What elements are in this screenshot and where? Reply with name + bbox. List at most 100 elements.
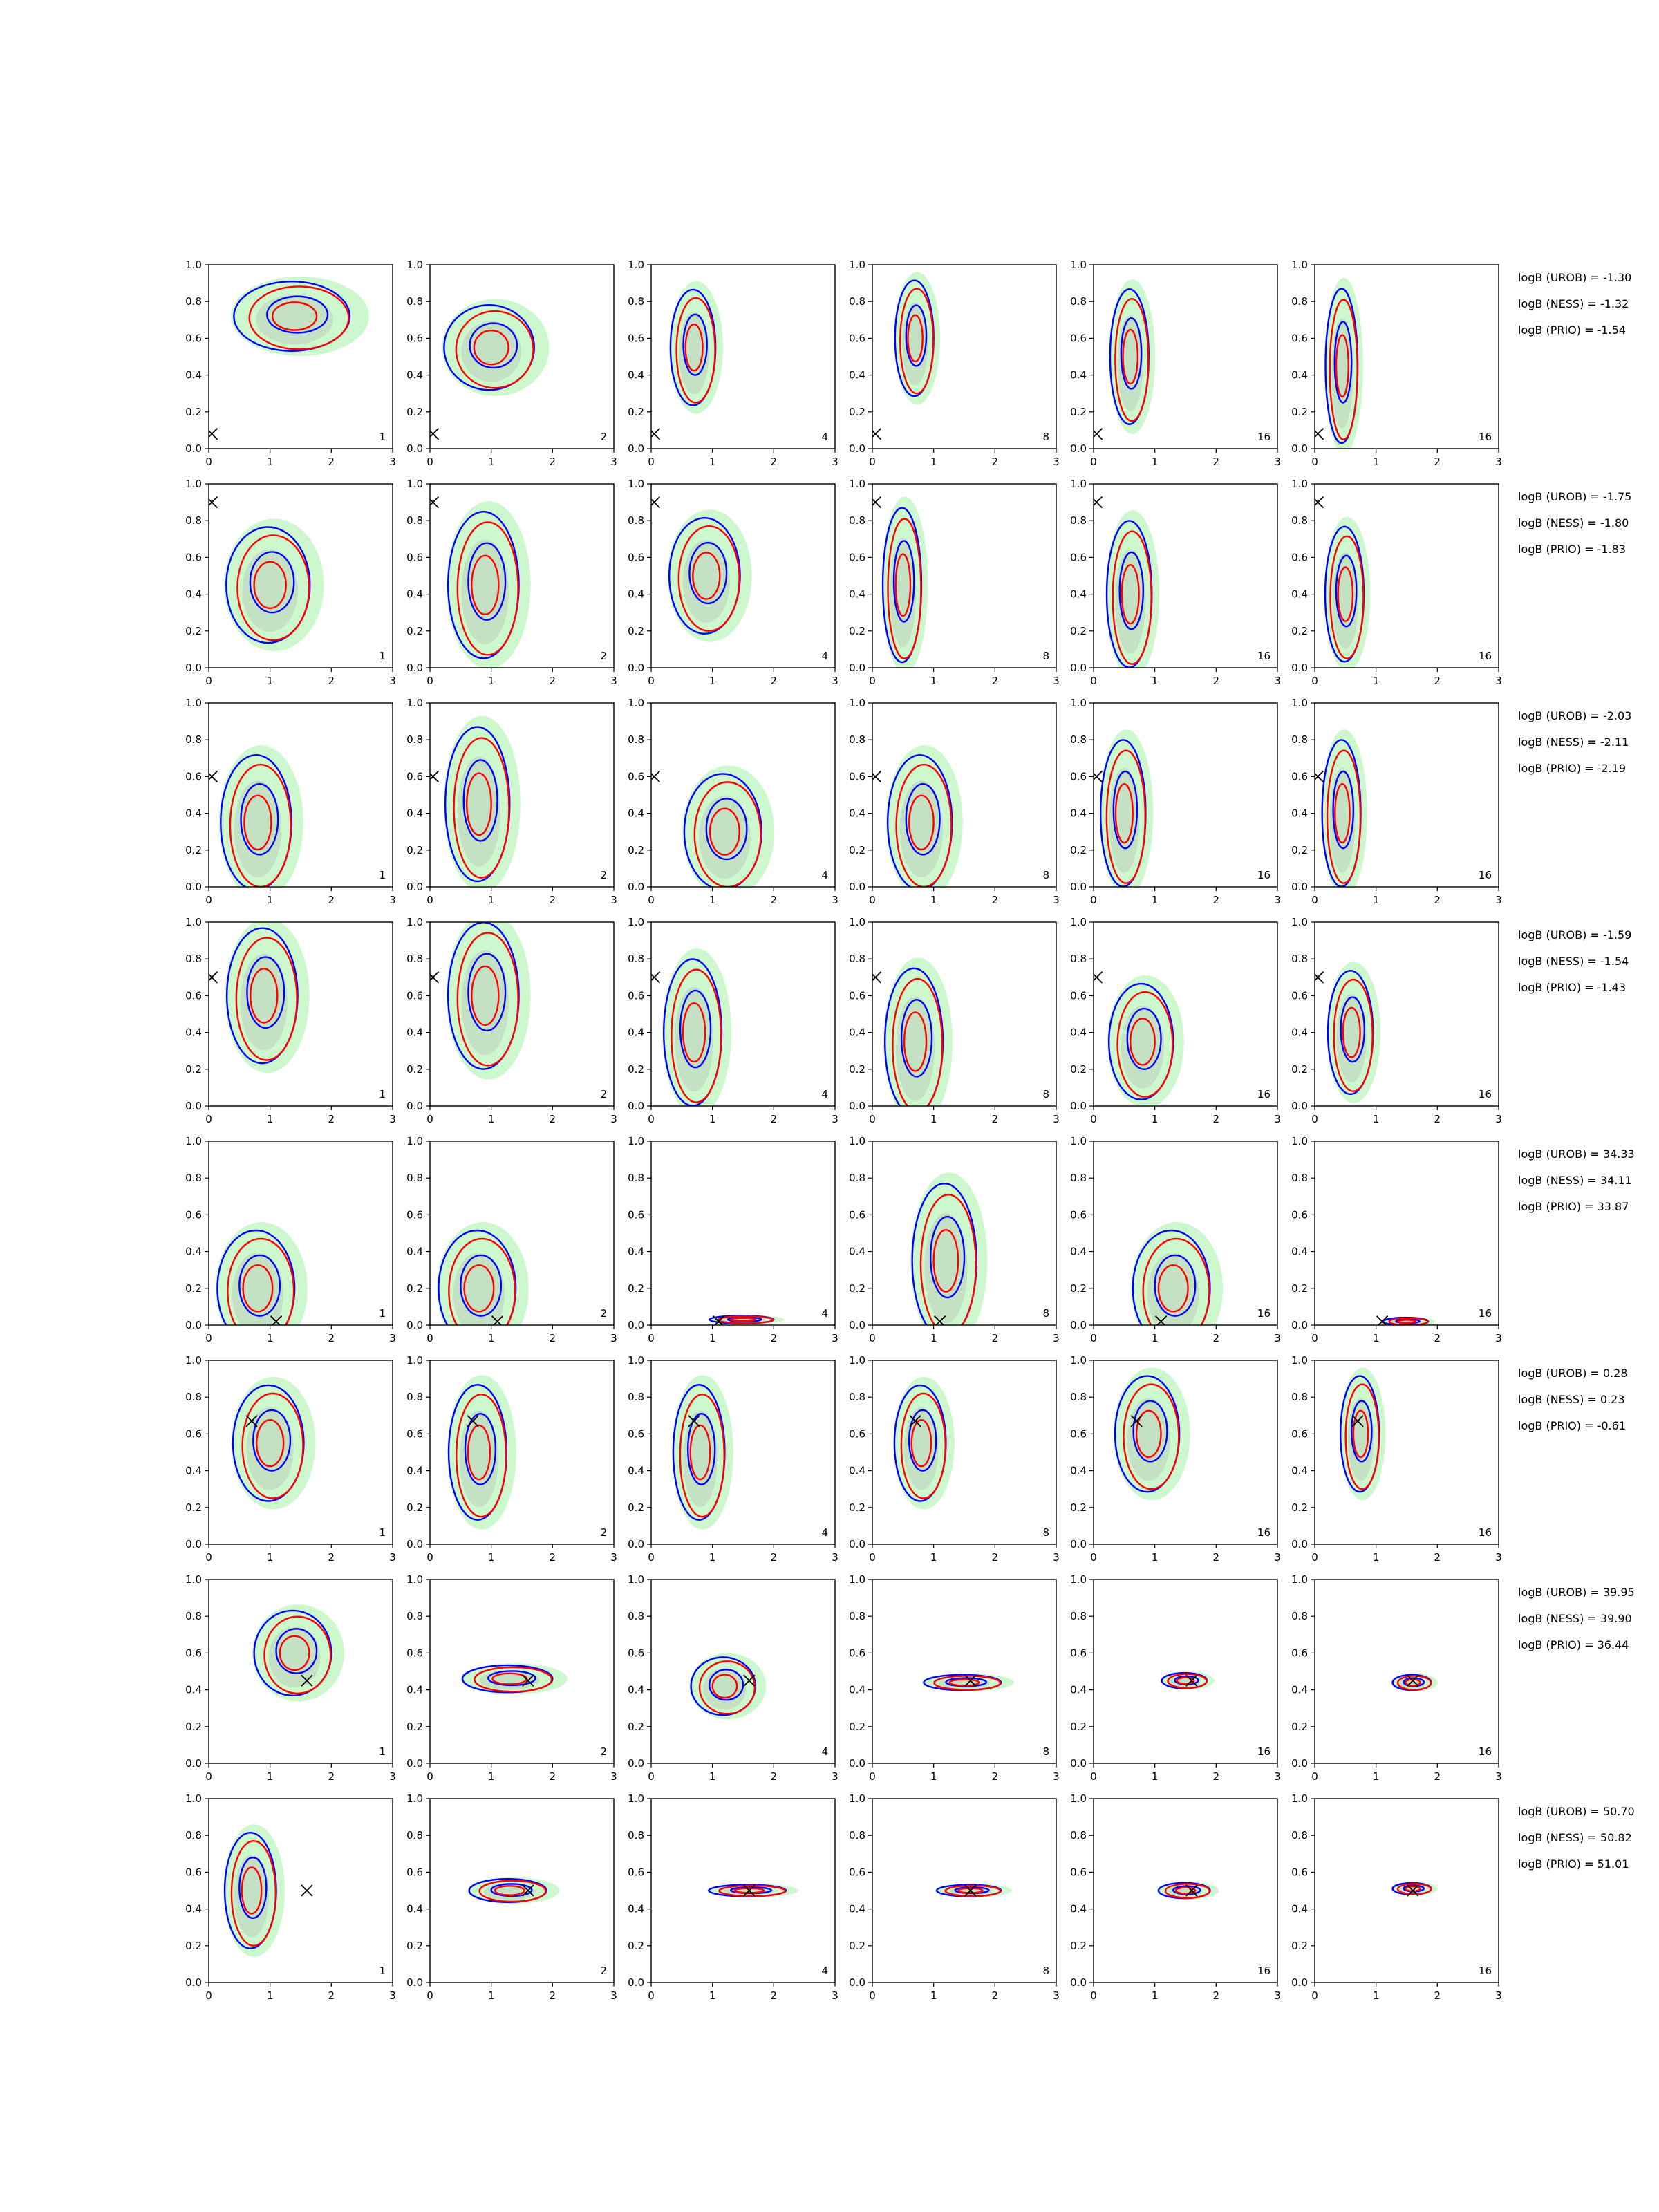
logb-label: logB (NESS) = 34.11 <box>1518 1174 1632 1187</box>
posterior-a-contour-outer <box>675 297 716 404</box>
x-tick-label: 0 <box>648 675 655 687</box>
y-tick-label: 0.0 <box>1070 1757 1087 1770</box>
y-tick-label: 0.4 <box>1070 1246 1087 1258</box>
x-tick-label: 2 <box>1434 1551 1441 1564</box>
y-tick-label: 0.6 <box>406 1647 423 1659</box>
iteration-annotation: 2 <box>600 1526 607 1539</box>
y-tick-label: 0.2 <box>406 1063 423 1076</box>
y-tick-label: 0.2 <box>849 1282 865 1295</box>
plot-area <box>1094 1799 1277 1983</box>
plot-area <box>651 1360 835 1544</box>
axes-frame <box>429 1579 615 1764</box>
x-tick-label: 3 <box>389 1770 396 1783</box>
y-tick-label: 0.0 <box>1070 1100 1087 1112</box>
y-tick-label: 0.4 <box>406 807 423 820</box>
prior-density-inner <box>1332 552 1358 649</box>
posterior-a-contour-inner <box>473 329 509 366</box>
logb-label: logB (NESS) = -2.11 <box>1518 735 1629 749</box>
iteration-annotation: 16 <box>1479 1745 1492 1758</box>
posterior-a-contour-inner <box>910 1418 932 1468</box>
plot-area <box>651 703 835 887</box>
logb-label: logB (PRIO) = 33.87 <box>1518 1200 1629 1213</box>
y-tick-label: 0.6 <box>185 332 202 344</box>
subplot-r4-c4: 0 1 2 3 0.0 0.2 0.4 0.6 0.8 1.0 8 <box>849 916 1060 1125</box>
logb-label: logB (UROB) = -1.59 <box>1518 928 1631 941</box>
x-tick-label: 1 <box>267 675 274 687</box>
y-tick-label: 0.8 <box>628 733 644 746</box>
posterior-b-contour-inner <box>252 1409 292 1472</box>
y-tick-label: 0.4 <box>406 369 423 382</box>
plot-area <box>872 1580 1056 1763</box>
posterior-b-contour-inner <box>240 782 279 856</box>
y-tick-label: 0.8 <box>1070 295 1087 308</box>
y-tick-label: 0.2 <box>185 1282 202 1295</box>
x-tick-label: 1 <box>1152 1770 1159 1783</box>
x-tick-label: 3 <box>832 675 838 687</box>
posterior-a-contour-outer <box>1142 1237 1210 1325</box>
truth-marker <box>467 1415 479 1427</box>
truth-marker <box>430 770 440 783</box>
y-tick-label: 0.6 <box>185 1208 202 1221</box>
x-tick-label: 3 <box>832 894 838 906</box>
y-tick-label: 1.0 <box>628 1135 644 1147</box>
y-tick-label: 0.4 <box>1070 1465 1087 1477</box>
truth-marker <box>872 428 882 440</box>
y-tick-label: 0.2 <box>628 1501 644 1514</box>
y-tick-label: 0.0 <box>628 1976 644 1989</box>
posterior-a-contour-outer <box>241 1392 304 1499</box>
y-tick-label: 0.4 <box>406 1684 423 1696</box>
y-tick-label: 0.2 <box>628 1940 644 1952</box>
axes-frame <box>872 1798 1057 1983</box>
posterior-b-contour-inner <box>1332 770 1355 850</box>
posterior-a-contour-inner <box>279 1635 310 1671</box>
posterior-a-contour-inner <box>463 1264 495 1313</box>
subplot-r5-c5: 0 1 2 3 0.0 0.2 0.4 0.6 0.8 1.0 16 <box>1070 1135 1281 1344</box>
posterior-a-contour-outer <box>456 1394 507 1518</box>
subplot-r5-c6: 0 1 2 3 0.0 0.2 0.4 0.6 0.8 1.0 16 <box>1291 1135 1502 1344</box>
iteration-annotation: 16 <box>1257 650 1271 662</box>
y-tick-label: 0.2 <box>1070 1721 1087 1733</box>
prior-density-inner <box>699 796 751 879</box>
iteration-annotation: 2 <box>600 1307 607 1320</box>
axes-frame <box>208 1579 393 1764</box>
y-tick-label: 0.0 <box>849 1319 865 1331</box>
y-tick-label: 0.2 <box>1291 406 1308 418</box>
y-tick-label: 0.8 <box>406 1829 423 1841</box>
y-tick-label: 0.8 <box>406 1610 423 1622</box>
y-tick-label: 0.0 <box>849 1100 865 1112</box>
x-tick-label: 2 <box>1213 1113 1220 1125</box>
x-tick-label: 1 <box>1152 456 1159 468</box>
axes-frame <box>1093 1579 1278 1764</box>
truth-marker <box>209 428 218 440</box>
posterior-a-contour-outer <box>1123 1383 1180 1490</box>
posterior-b-contour-inner <box>905 782 941 856</box>
subplot-r2-c5: 0 1 2 3 0.0 0.2 0.4 0.6 0.8 1.0 16 <box>1070 478 1281 687</box>
posterior-a-contour-outer <box>933 1675 1002 1691</box>
y-tick-label: 0.8 <box>185 1829 202 1841</box>
y-tick-label: 0.0 <box>185 442 202 455</box>
x-tick-label: 0 <box>427 1770 433 1783</box>
x-tick-label: 3 <box>389 675 396 687</box>
x-tick-label: 2 <box>992 1113 999 1125</box>
y-tick-label: 1.0 <box>1291 478 1308 490</box>
posterior-b-contour-inner <box>1335 554 1358 628</box>
iteration-annotation: 16 <box>1479 1307 1492 1320</box>
posterior-a-contour-outer <box>456 521 519 656</box>
plot-area <box>1315 1580 1499 1763</box>
x-tick-label: 2 <box>328 1332 335 1344</box>
x-tick-label: 2 <box>992 675 999 687</box>
x-tick-label: 1 <box>709 894 716 906</box>
truth-marker <box>964 1884 977 1897</box>
prior-density-inner <box>902 302 928 386</box>
truth-marker <box>1185 1674 1198 1687</box>
prior-density-inner <box>242 549 299 632</box>
posterior-a-contour-inner <box>241 1866 263 1915</box>
x-tick-label: 2 <box>771 1770 778 1783</box>
x-tick-label: 2 <box>771 1551 778 1564</box>
y-tick-label: 0.8 <box>849 733 865 746</box>
y-tick-label: 1.0 <box>1291 697 1308 709</box>
y-tick-label: 1.0 <box>185 916 202 928</box>
posterior-b-contour-inner <box>460 1254 503 1317</box>
x-tick-label: 2 <box>771 1989 778 2002</box>
y-tick-label: 0.4 <box>406 1027 423 1039</box>
